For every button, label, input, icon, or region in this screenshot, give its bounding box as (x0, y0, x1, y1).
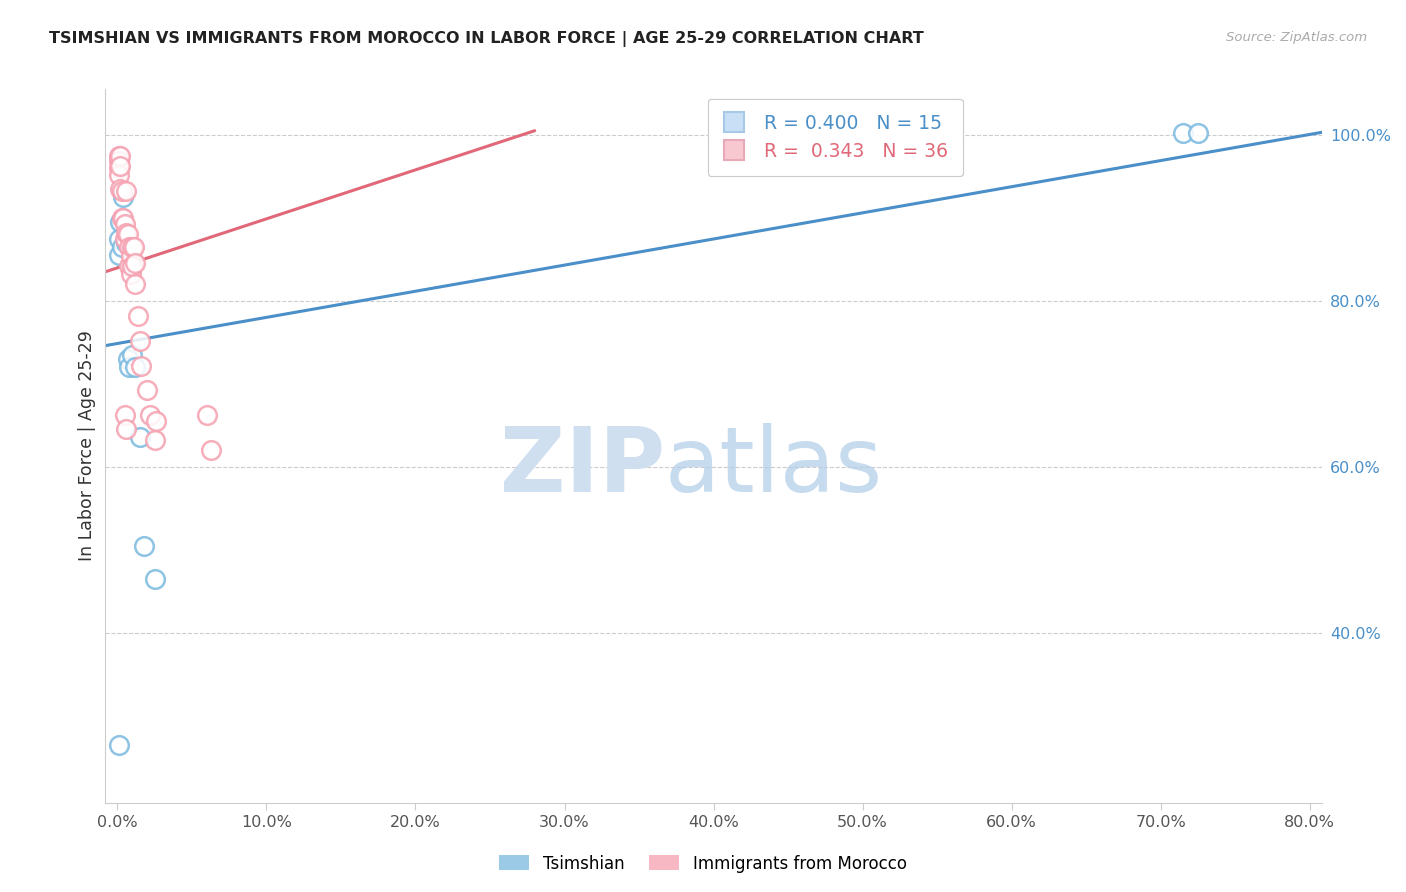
Text: ZIP: ZIP (499, 424, 665, 511)
Point (195, 409, 218, 423)
Point (1187, 126, 1209, 140)
Point (112, 190, 135, 204)
Point (114, 231, 136, 245)
Point (118, 360, 141, 375)
Point (108, 161, 131, 175)
Point (121, 240, 143, 254)
Point (143, 433, 166, 447)
Point (114, 218, 136, 232)
Point (143, 572, 166, 586)
Point (121, 348, 143, 362)
Text: atlas: atlas (665, 424, 883, 511)
Point (112, 211, 135, 225)
Point (111, 211, 134, 225)
Point (115, 184, 138, 198)
Legend: Tsimshian, Immigrants from Morocco: Tsimshian, Immigrants from Morocco (492, 848, 914, 880)
Point (108, 231, 131, 245)
Point (108, 154, 131, 169)
Point (120, 267, 142, 281)
Point (108, 168, 131, 182)
Point (110, 160, 132, 174)
Point (129, 359, 152, 373)
Point (108, 738, 131, 752)
Point (118, 259, 141, 273)
Point (121, 259, 143, 273)
Point (139, 409, 162, 423)
Point (110, 215, 132, 229)
Point (111, 184, 134, 198)
Point (115, 235, 138, 250)
Point (124, 277, 146, 292)
Y-axis label: In Labor Force | Age 25-29: In Labor Force | Age 25-29 (77, 331, 96, 561)
Legend: R = 0.400   N = 15, R =  0.343   N = 36: R = 0.400 N = 15, R = 0.343 N = 36 (707, 99, 963, 176)
Point (115, 226, 138, 240)
Point (136, 384, 159, 398)
Point (110, 182, 132, 196)
Point (110, 148, 132, 162)
Point (127, 309, 149, 323)
Point (114, 409, 136, 423)
Text: Source: ZipAtlas.com: Source: ZipAtlas.com (1226, 31, 1367, 45)
Point (120, 249, 142, 263)
Point (117, 351, 139, 366)
Point (108, 248, 131, 262)
Text: TSIMSHIAN VS IMMIGRANTS FROM MOROCCO IN LABOR FORCE | AGE 25-29 CORRELATION CHAR: TSIMSHIAN VS IMMIGRANTS FROM MOROCCO IN … (49, 31, 924, 47)
Point (111, 240, 134, 254)
Point (115, 422, 138, 436)
Point (124, 360, 146, 375)
Point (128, 334, 150, 348)
Point (124, 256, 146, 270)
Point (200, 443, 222, 458)
Point (1171, 126, 1194, 140)
Point (122, 240, 145, 254)
Point (145, 414, 167, 428)
Point (128, 430, 150, 444)
Point (134, 539, 156, 553)
Point (118, 240, 141, 254)
Point (117, 227, 139, 242)
Point (108, 148, 131, 162)
